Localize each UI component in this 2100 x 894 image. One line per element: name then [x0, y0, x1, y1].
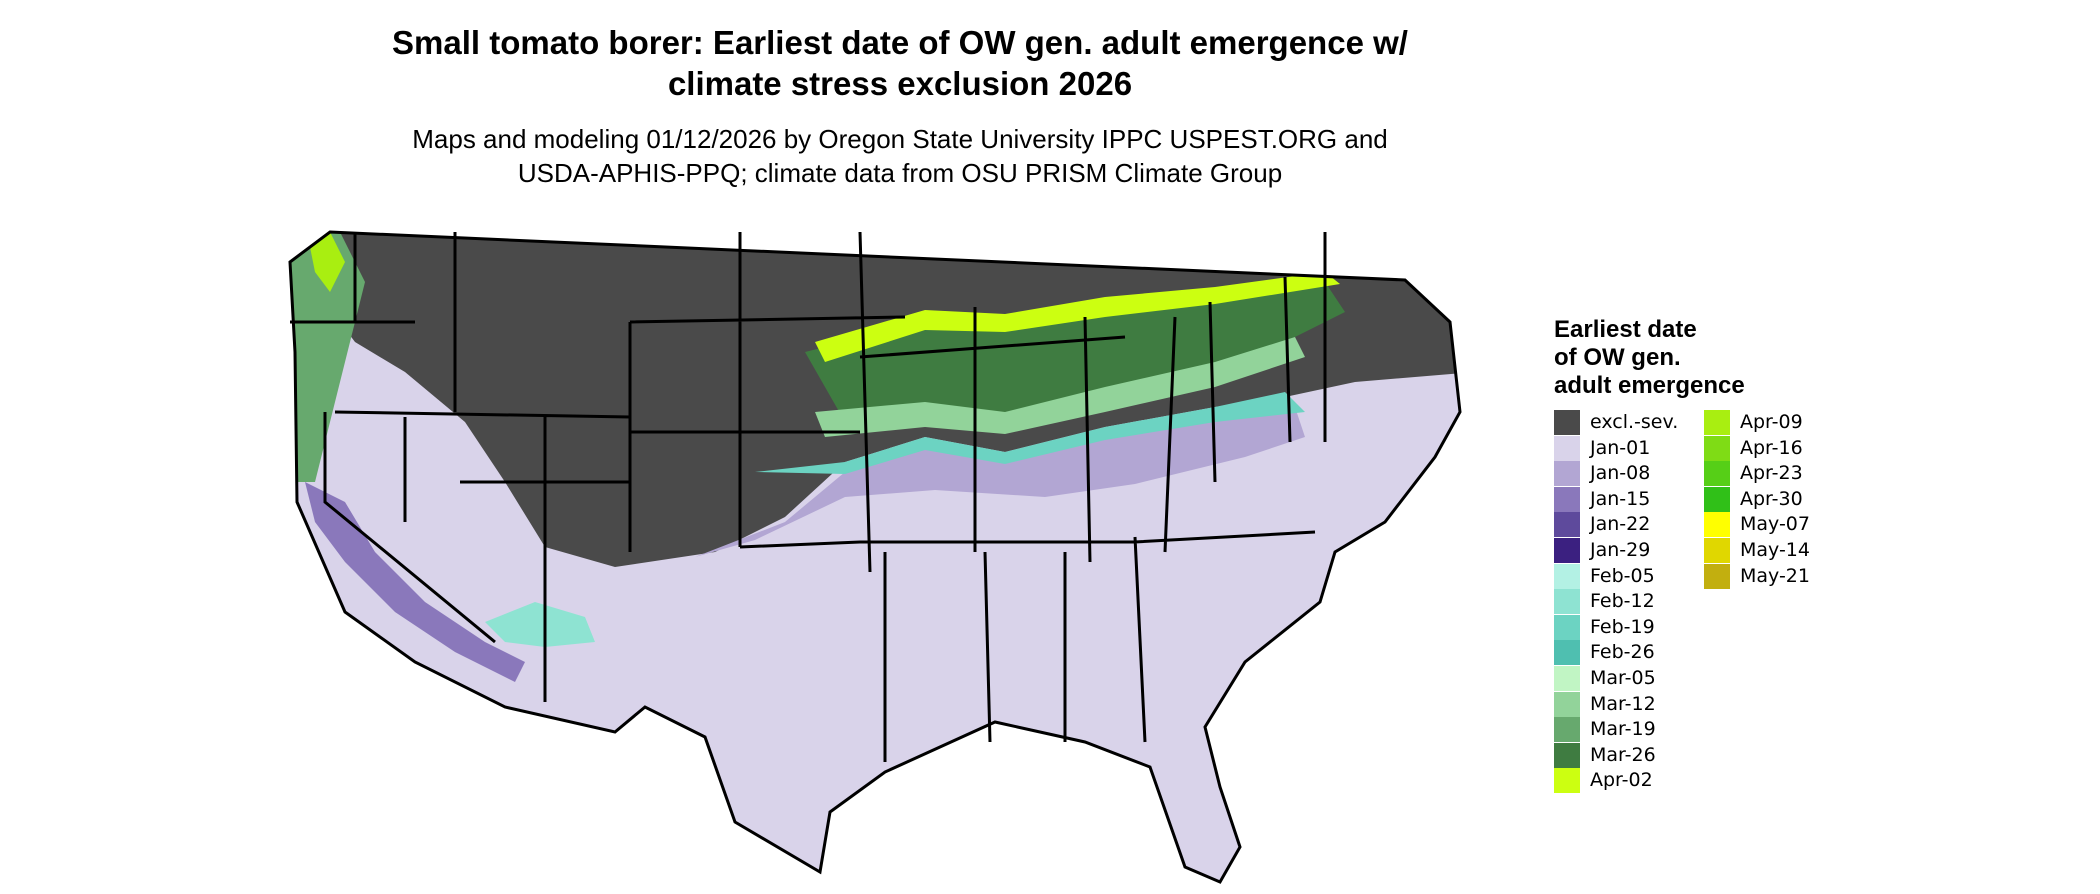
legend-label: Apr-23 — [1740, 462, 1803, 485]
legend-label: Apr-09 — [1740, 411, 1803, 433]
title-line-1: Small tomato borer: Earliest date of OW … — [392, 24, 1408, 61]
legend-label: Mar-12 — [1590, 692, 1656, 715]
legend-title-line-2: of OW gen. — [1554, 344, 1681, 371]
zone-pnw-coast — [290, 232, 365, 482]
legend-label: Jan-08 — [1590, 462, 1651, 485]
legend-label: May-21 — [1740, 564, 1810, 587]
zone-apr-band — [815, 272, 1340, 362]
legend-label: Mar-26 — [1590, 743, 1656, 766]
legend-label: Apr-30 — [1740, 487, 1803, 510]
legend-swatch — [1554, 665, 1580, 691]
legend-swatch — [1704, 486, 1730, 512]
legend-swatch — [1704, 537, 1730, 563]
legend-swatch — [1554, 742, 1580, 768]
legend-label: Jan-15 — [1590, 487, 1651, 510]
legend-label: May-14 — [1740, 538, 1810, 561]
zone-mar12-band — [815, 337, 1305, 437]
legend-title-line-1: Earliest date — [1554, 316, 1697, 343]
legend-swatch — [1554, 563, 1580, 589]
legend-title: Earliest date of OW gen. adult emergence — [1554, 316, 1854, 400]
legend-swatch — [1554, 486, 1580, 512]
legend-swatch — [1704, 563, 1730, 589]
legend-label: Jan-22 — [1590, 513, 1651, 536]
zone-sw-teal — [485, 602, 595, 647]
subtitle-line-1: Maps and modeling 01/12/2026 by Oregon S… — [412, 124, 1388, 154]
legend-swatch — [1554, 717, 1580, 743]
legend-label: May-07 — [1740, 513, 1810, 536]
legend-swatch — [1554, 537, 1580, 563]
subtitle-line-2: USDA-APHIS-PPQ; climate data from OSU PR… — [517, 158, 1283, 188]
legend-swatch — [1704, 461, 1730, 487]
legend-label: excl.-sev. — [1590, 411, 1679, 433]
legend-swatch — [1704, 410, 1730, 435]
us-emergence-map — [288, 230, 1462, 884]
legend-swatch — [1704, 512, 1730, 538]
state-borders — [288, 230, 1462, 884]
legend-label: Feb-19 — [1590, 615, 1655, 638]
legend-label: Jan-01 — [1590, 436, 1651, 459]
legend-swatch — [1554, 435, 1580, 461]
legend: Earliest date of OW gen. adult emergence… — [1554, 316, 1854, 794]
legend-label: Jan-29 — [1590, 538, 1651, 561]
legend-label: Apr-02 — [1590, 769, 1653, 792]
legend-label: Feb-26 — [1590, 641, 1655, 664]
legend-label: Feb-05 — [1590, 564, 1655, 587]
legend-swatch — [1554, 410, 1580, 435]
legend-swatch — [1554, 589, 1580, 615]
legend-swatch — [1554, 691, 1580, 717]
legend-label: Mar-19 — [1590, 718, 1656, 741]
title-line-2: climate stress exclusion 2026 — [667, 65, 1133, 102]
map-subtitle: Maps and modeling 01/12/2026 by Oregon S… — [300, 122, 1500, 190]
legend-swatch — [1554, 512, 1580, 538]
legend-swatch — [1704, 435, 1730, 461]
legend-swatch — [1554, 614, 1580, 640]
zone-feb-band — [755, 392, 1305, 474]
legend-label: Mar-05 — [1590, 666, 1656, 689]
legend-swatch — [1554, 640, 1580, 666]
map-title: Small tomato borer: Earliest date of OW … — [300, 22, 1500, 104]
legend-swatch — [1554, 461, 1580, 487]
legend-title-line-3: adult emergence — [1554, 372, 1745, 399]
legend-label: Apr-16 — [1740, 436, 1803, 459]
legend-label: Feb-12 — [1590, 590, 1655, 613]
zone-jan08-band — [695, 407, 1305, 557]
legend-swatch — [1554, 768, 1580, 794]
